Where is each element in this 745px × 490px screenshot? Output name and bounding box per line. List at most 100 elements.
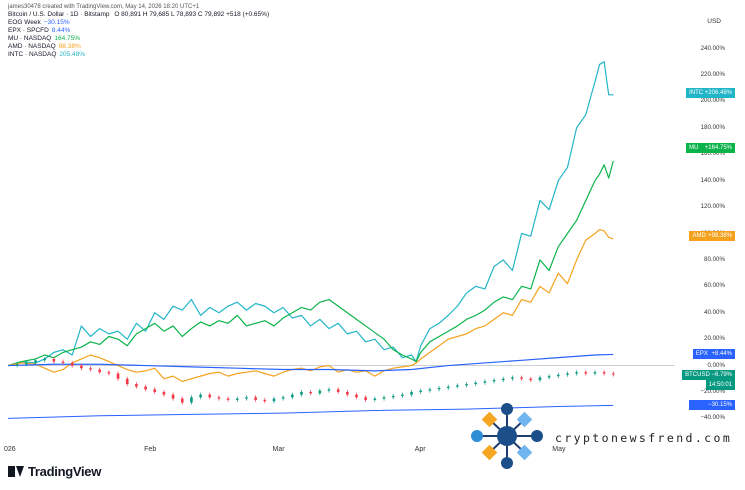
btc-candle <box>300 391 303 395</box>
btc-candle <box>566 373 569 375</box>
btc-candle <box>144 386 147 390</box>
y-tick-label: −40.00% <box>700 414 725 422</box>
price-badge[interactable]: BTCUSD −6.79% <box>682 369 735 380</box>
series-line-mu <box>7 160 614 367</box>
btc-candle <box>61 361 65 363</box>
indicator-row[interactable]: INTC · NASDAQ 205.48% <box>8 51 85 59</box>
series-line-epx <box>7 353 614 372</box>
x-tick-label: May <box>552 446 566 453</box>
btc-candle <box>336 389 340 392</box>
badge-value: +164.75% <box>703 144 732 151</box>
btc-candle <box>584 372 588 374</box>
indicator-name: EOG Week <box>8 19 41 26</box>
btc-candle <box>34 360 37 363</box>
btc-candle <box>612 373 615 375</box>
badge-symbol: MU <box>689 144 699 151</box>
btc-candle <box>254 397 257 400</box>
badge-value: −30.15% <box>706 402 732 409</box>
x-tick-label: Apr <box>414 446 426 453</box>
main-ohlc: O 80,891 H 79,685 L 78,893 C 79,892 +518… <box>114 11 270 18</box>
y-tick-label: 220.00% <box>700 71 725 79</box>
btc-candle <box>291 394 294 398</box>
btc-candle <box>226 398 230 400</box>
y-tick-label: 160.00% <box>700 150 725 158</box>
btc-candle <box>538 377 542 381</box>
y-tick-label: 60.00% <box>704 282 725 290</box>
indicator-value: 164.75% <box>54 35 81 42</box>
price-badge[interactable]: −30.15% <box>689 400 735 411</box>
btc-candle <box>373 398 377 400</box>
price-badge[interactable]: EPX +8.44% <box>692 349 735 360</box>
indicator-value: −30.15% <box>43 19 70 26</box>
btc-candle <box>43 358 46 361</box>
x-tick-label: 026 <box>4 446 16 453</box>
btc-candle <box>25 362 28 365</box>
btc-candle <box>355 394 358 398</box>
btc-candle <box>364 397 367 400</box>
badge-symbol: EPX <box>695 351 708 358</box>
btc-candle <box>437 388 441 390</box>
indicator-name: MU · NASDAQ <box>8 35 52 42</box>
badge-value: +98.38% <box>706 232 732 239</box>
btc-candle <box>180 398 184 403</box>
btc-candle <box>547 376 551 378</box>
indicator-value: 8.44% <box>51 27 71 34</box>
series-line-intc <box>7 61 614 367</box>
y-tick-label: 20.00% <box>704 335 725 343</box>
indicator-row[interactable]: EOG Week −30.15% <box>8 19 70 27</box>
price-badge[interactable]: MU +164.75% <box>686 142 735 153</box>
btc-candle <box>208 394 212 398</box>
indicator-row[interactable]: EPX · SPCFD 8.44% <box>8 27 70 35</box>
btc-candle <box>15 364 19 366</box>
tradingview-mark-icon <box>8 466 24 477</box>
btc-candle <box>235 398 239 400</box>
badge-value: +8.44% <box>709 351 732 358</box>
btc-candle <box>162 391 166 395</box>
btc-candle <box>272 398 276 402</box>
btc-candle <box>465 384 468 386</box>
badge-value: −6.79% <box>709 371 732 378</box>
y-tick-label: 40.00% <box>704 308 725 316</box>
btc-candle <box>382 397 386 399</box>
badge-symbol: BTCUSD <box>685 371 710 378</box>
x-tick-label: Feb <box>144 446 157 453</box>
btc-candle <box>217 397 221 399</box>
badge-symbol: AMD <box>692 232 706 239</box>
indicator-row[interactable]: AMD · NASDAQ 98.38% <box>8 43 81 51</box>
series-line-amd <box>7 228 614 383</box>
indicator-row[interactable]: MU · NASDAQ 164.75% <box>8 35 80 43</box>
price-badge[interactable]: INTC +206.48% <box>686 87 735 98</box>
btc-candle <box>281 397 285 399</box>
btc-candle <box>263 399 267 402</box>
price-badge[interactable]: AMD +98.38% <box>689 230 735 241</box>
author-line: james30478 created with TradingView.com,… <box>8 4 200 10</box>
btc-candle <box>135 384 138 387</box>
main-symbol[interactable]: Bitcoin / U.S. Dollar · 1D · Bitstamp <box>8 11 110 18</box>
btc-candle <box>520 377 523 379</box>
btc-candle <box>346 391 349 395</box>
x-tick-label: Mar <box>272 446 285 453</box>
btc-candle <box>171 394 175 399</box>
btc-candle <box>483 381 487 383</box>
badge-value: +206.48% <box>703 89 732 96</box>
btc-candle <box>410 391 413 395</box>
btc-candle <box>456 385 459 387</box>
indicator-name: AMD · NASDAQ <box>8 43 56 50</box>
badge-countdown: 14:50:01 <box>705 379 735 390</box>
btc-candle <box>80 365 83 369</box>
tradingview-logo[interactable]: TradingView <box>8 464 101 479</box>
btc-candle <box>501 378 505 381</box>
indicator-value: 98.38% <box>58 43 81 50</box>
btc-candle <box>391 395 395 398</box>
btc-candle <box>107 372 111 374</box>
indicator-name: EPX · SPCFD <box>8 27 49 34</box>
y-tick-label: 240.00% <box>700 44 725 52</box>
btc-candle <box>318 390 322 394</box>
main-symbol-line: Bitcoin / U.S. Dollar · 1D · Bitstamp O … <box>8 11 269 19</box>
btc-candle <box>428 389 432 391</box>
btc-candle <box>199 394 202 398</box>
btc-candle <box>492 380 496 382</box>
network-logo-icon <box>471 403 543 469</box>
btc-candle <box>98 369 102 373</box>
